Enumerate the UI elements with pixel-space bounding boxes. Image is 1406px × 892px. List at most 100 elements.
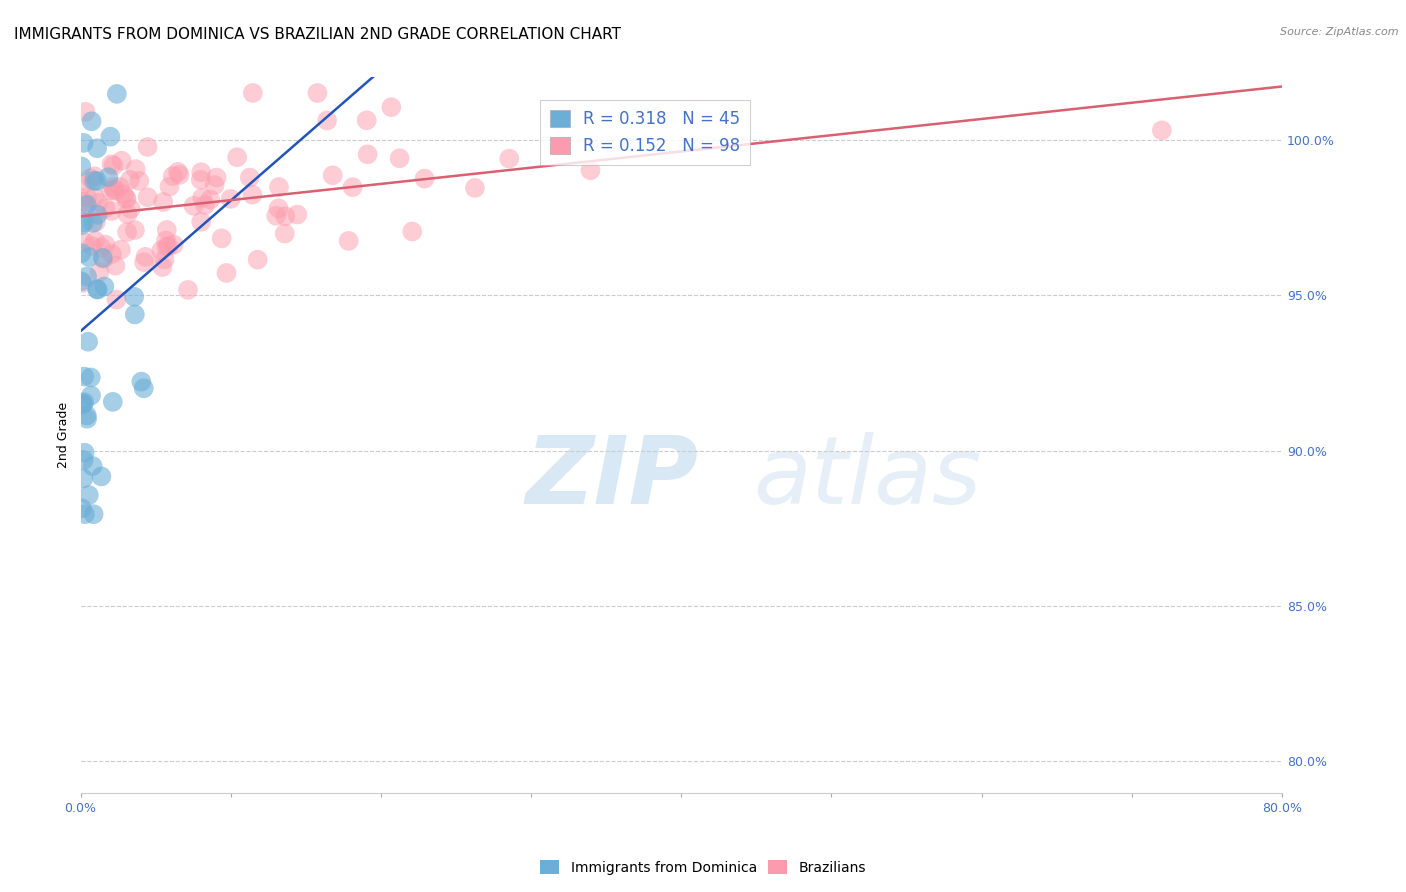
Point <box>72 471 94 485</box>
Point <box>86 282 108 296</box>
Point <box>73 194 96 209</box>
Point <box>72 276 94 290</box>
Point <box>120 202 142 216</box>
Point <box>70 246 93 260</box>
Point <box>285 208 308 222</box>
Point <box>82 216 104 230</box>
Point <box>132 381 155 395</box>
Point <box>342 180 364 194</box>
Point <box>77 488 100 502</box>
Point <box>100 184 122 198</box>
Point <box>86 174 108 188</box>
Point <box>131 375 153 389</box>
Point <box>94 201 117 215</box>
Point <box>105 87 128 101</box>
Point <box>1150 123 1173 137</box>
Point <box>150 260 173 274</box>
Point <box>267 202 290 216</box>
Point <box>87 195 110 210</box>
Point <box>191 191 214 205</box>
Point <box>226 150 249 164</box>
Point <box>75 199 97 213</box>
Point <box>150 244 173 258</box>
Point <box>356 147 378 161</box>
Y-axis label: 2nd Grade: 2nd Grade <box>58 402 70 468</box>
Legend: R = 0.318   N = 45, R = 0.152   N = 98: R = 0.318 N = 45, R = 0.152 N = 98 <box>540 100 751 165</box>
Point <box>84 234 107 248</box>
Point <box>73 446 96 460</box>
Point <box>70 218 93 232</box>
Point <box>128 174 150 188</box>
Point <box>115 192 138 206</box>
Point <box>86 283 108 297</box>
Point <box>388 151 411 165</box>
Point <box>103 182 125 196</box>
Point <box>205 170 228 185</box>
Point <box>153 252 176 267</box>
Point <box>194 198 217 212</box>
Point <box>267 180 290 194</box>
Point <box>89 265 111 279</box>
Point <box>162 169 184 183</box>
Point <box>307 86 329 100</box>
Point <box>337 234 360 248</box>
Point <box>274 227 297 241</box>
Point <box>169 168 191 182</box>
Point <box>264 209 287 223</box>
Point <box>120 173 142 187</box>
Point <box>190 172 212 186</box>
Point <box>80 239 103 253</box>
Point <box>104 259 127 273</box>
Point <box>73 215 96 229</box>
Point <box>115 225 138 239</box>
Point <box>215 266 238 280</box>
Point <box>77 334 100 349</box>
Point <box>101 395 124 409</box>
Point <box>110 243 132 257</box>
Point <box>70 274 93 288</box>
Point <box>80 388 103 402</box>
Point <box>90 469 112 483</box>
Point <box>239 170 262 185</box>
Point <box>132 255 155 269</box>
Point <box>76 411 98 425</box>
Point <box>70 501 93 516</box>
Point <box>159 179 181 194</box>
Point <box>152 194 174 209</box>
Point <box>105 293 128 307</box>
Point <box>73 507 96 521</box>
Point <box>157 239 180 253</box>
Point <box>204 178 226 193</box>
Point <box>97 170 120 185</box>
Point <box>76 409 98 423</box>
Point <box>72 396 94 410</box>
Point <box>79 171 101 186</box>
Point <box>76 269 98 284</box>
Point <box>155 240 177 254</box>
Point <box>76 190 98 204</box>
Point <box>200 193 222 207</box>
Text: Source: ZipAtlas.com: Source: ZipAtlas.com <box>1281 27 1399 37</box>
Point <box>413 171 436 186</box>
Point <box>134 250 156 264</box>
Point <box>124 223 146 237</box>
Legend: Immigrants from Dominica, Brazilians: Immigrants from Dominica, Brazilians <box>534 855 872 880</box>
Point <box>103 159 125 173</box>
Point <box>73 395 96 409</box>
Point <box>100 157 122 171</box>
Point <box>242 86 264 100</box>
Point <box>93 252 115 266</box>
Point <box>163 237 186 252</box>
Point <box>83 507 105 521</box>
Point <box>82 459 104 474</box>
Point <box>117 207 139 221</box>
Point <box>70 178 93 193</box>
Text: atlas: atlas <box>754 433 981 524</box>
Text: IMMIGRANTS FROM DOMINICA VS BRAZILIAN 2ND GRADE CORRELATION CHART: IMMIGRANTS FROM DOMINICA VS BRAZILIAN 2N… <box>14 27 621 42</box>
Point <box>246 252 269 267</box>
Point <box>104 184 127 198</box>
Point <box>83 190 105 204</box>
Point <box>84 215 107 229</box>
Point <box>190 165 212 179</box>
Point <box>91 251 114 265</box>
